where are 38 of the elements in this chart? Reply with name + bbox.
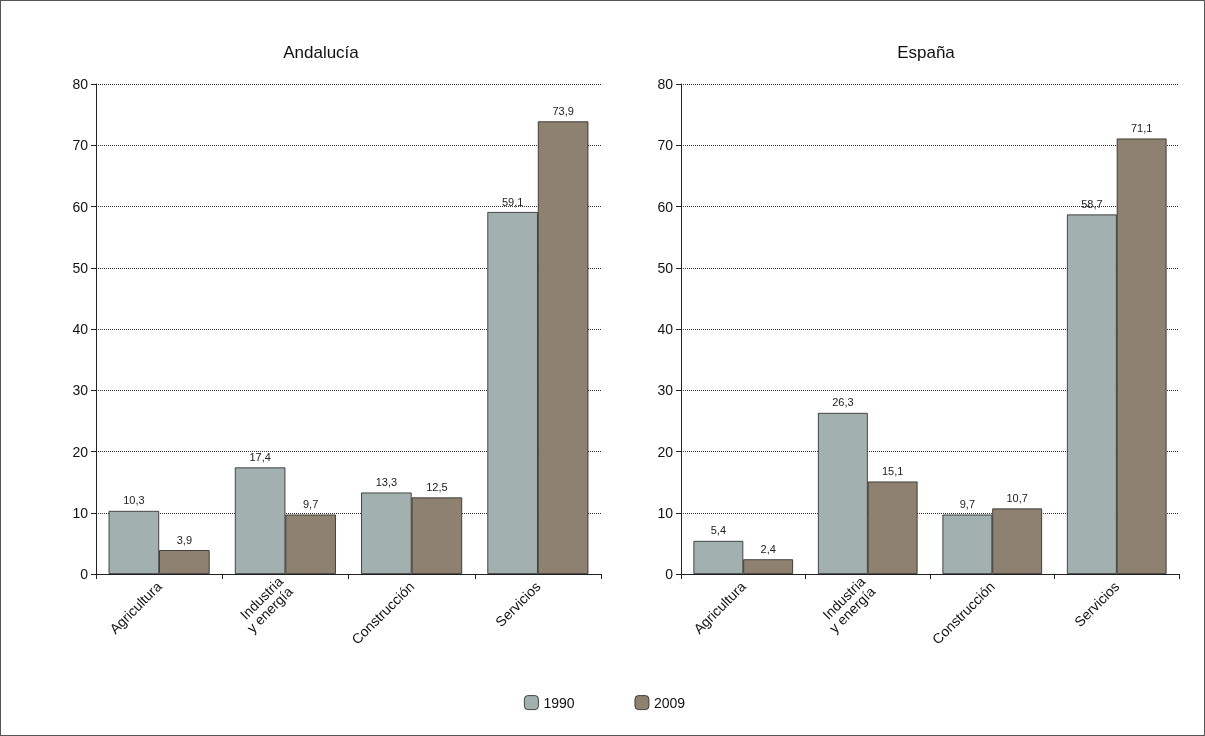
y-tick-label: 30 xyxy=(72,382,89,399)
data-label: 73,9 xyxy=(552,104,574,117)
data-label: 12,5 xyxy=(426,480,448,493)
y-tick-label: 50 xyxy=(72,259,89,276)
y-tick-label: 10 xyxy=(72,504,89,521)
chart-title: España xyxy=(897,43,956,62)
data-label: 2,4 xyxy=(760,542,776,555)
y-tick-label: 70 xyxy=(657,137,674,154)
legend-label: 2009 xyxy=(653,694,686,711)
y-tick-label: 80 xyxy=(72,76,89,92)
y-tick-label: 30 xyxy=(657,382,674,399)
y-tick-label: 50 xyxy=(657,259,674,276)
y-tick-label: 40 xyxy=(72,321,89,337)
y-tick-label: 40 xyxy=(657,321,674,337)
data-label: 10,7 xyxy=(1006,491,1028,504)
data-label: 17,4 xyxy=(249,450,271,463)
legend-label: 1990 xyxy=(543,694,575,711)
y-tick-label: 70 xyxy=(72,137,89,154)
data-label: 10,3 xyxy=(123,494,145,507)
data-label: 59,1 xyxy=(501,195,524,208)
data-label: 71,1 xyxy=(1130,122,1153,135)
data-label: 5,4 xyxy=(710,524,726,537)
chart-title: Andalucía xyxy=(283,43,360,62)
data-label: 9,7 xyxy=(302,498,319,511)
y-tick-label: 20 xyxy=(657,443,674,460)
y-tick-label: 60 xyxy=(657,198,674,215)
data-label: 26,3 xyxy=(832,396,854,409)
y-tick-label: 60 xyxy=(72,198,89,215)
data-label: 15,1 xyxy=(881,465,904,478)
y-tick-label: 0 xyxy=(665,566,674,582)
y-tick-label: 0 xyxy=(80,566,89,582)
data-label: 3,9 xyxy=(176,533,193,546)
y-tick-label: 20 xyxy=(72,443,89,460)
data-label: 13,3 xyxy=(375,476,398,489)
data-label: 9,7 xyxy=(959,498,975,511)
data-label: 58,7 xyxy=(1081,197,1103,210)
y-tick-label: 10 xyxy=(657,504,674,521)
y-tick-label: 80 xyxy=(657,76,674,92)
